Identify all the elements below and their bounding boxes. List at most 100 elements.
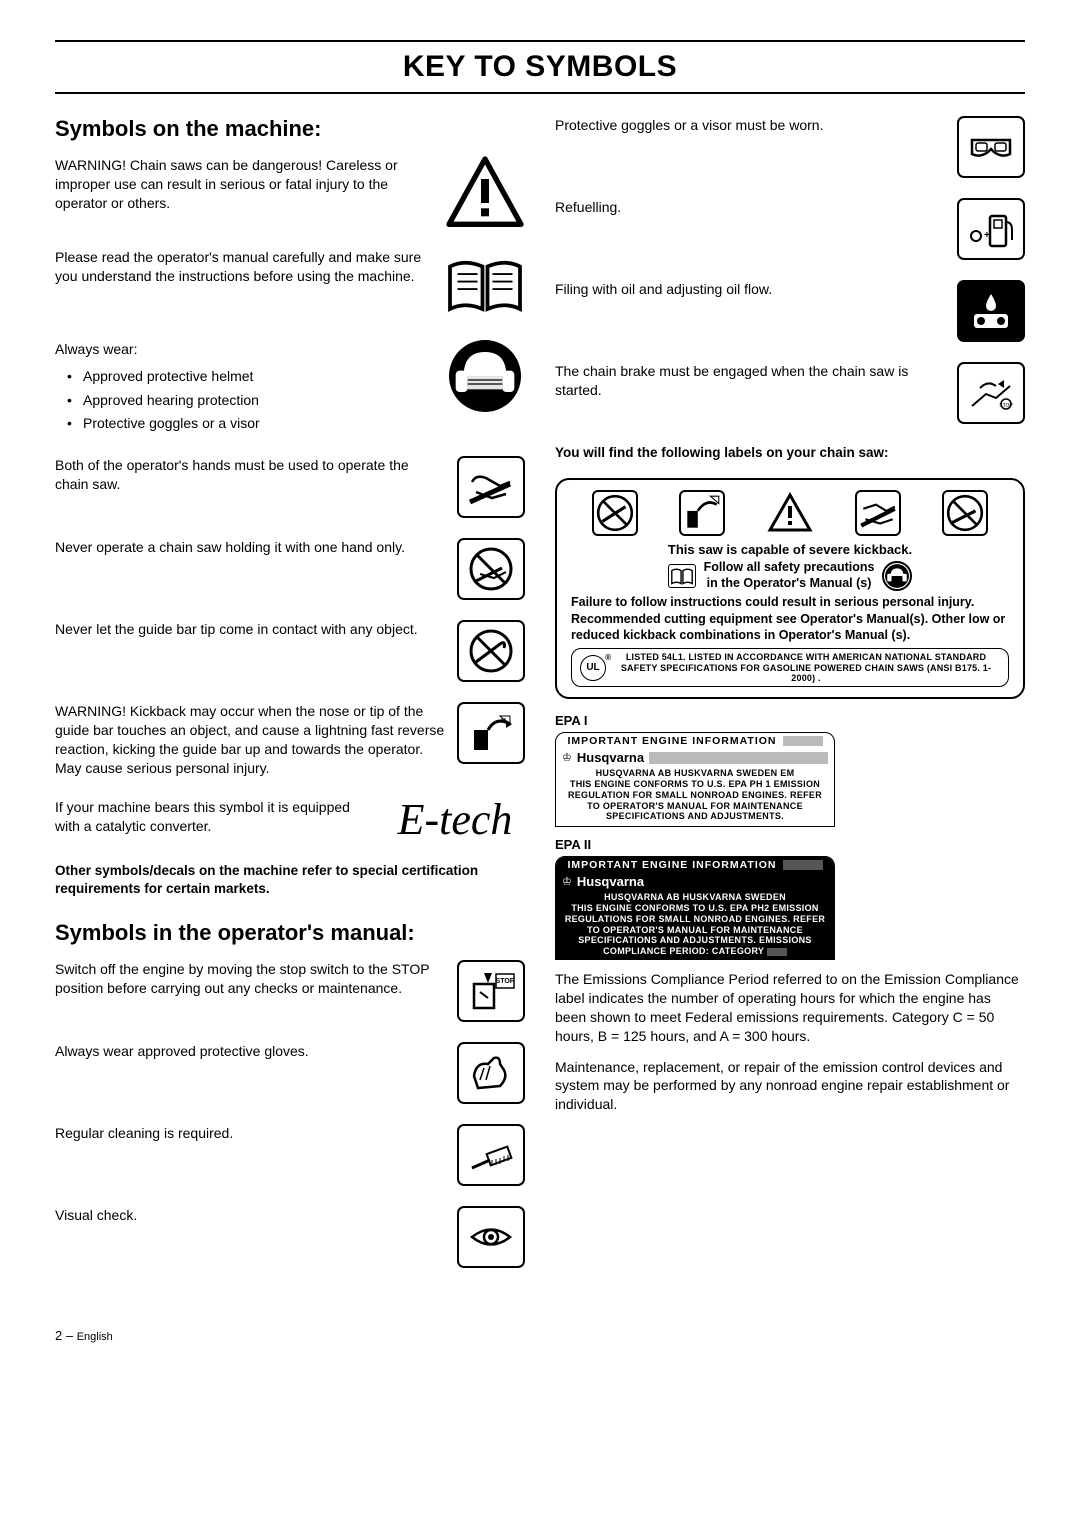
footer-page: 2 (55, 1328, 62, 1343)
epa2-body: HUSQVARNA AB HUSKVARNA SWEDEN THIS ENGIN… (556, 890, 834, 959)
text-warning: WARNING! Chain saws can be dangerous! Ca… (55, 156, 433, 213)
wear-item-goggles: Protective goggles or a visor (67, 412, 433, 436)
right-column: Protective goggles or a visor must be wo… (555, 116, 1025, 1288)
item-visual-check: Visual check. (55, 1206, 525, 1268)
item-brake: The chain brake must be engaged when the… (555, 362, 1025, 424)
mini-kickback-icon (679, 490, 725, 536)
no-one-hand-icon (457, 538, 525, 600)
emissions-para2: Maintenance, replacement, or repair of t… (555, 1058, 1025, 1115)
item-gloves: Always wear approved protective gloves. (55, 1042, 525, 1104)
page-title: KEY TO SYMBOLS (55, 40, 1025, 94)
page-footer: 2 – English (55, 1328, 1025, 1343)
mini-no-tip-icon (592, 490, 638, 536)
epa1-heading: EPA I (555, 713, 1025, 728)
label-listed-box: UL LISTED 54L1. LISTED IN ACCORDANCE WIT… (571, 648, 1009, 687)
mini-no-one-hand-icon (942, 490, 988, 536)
epa2-heading: EPA II (555, 837, 1025, 852)
item-goggles: Protective goggles or a visor must be wo… (555, 116, 1025, 178)
epa2-brand-row: ♔ Husqvarna (556, 873, 834, 890)
brush-icon (457, 1124, 525, 1186)
epa1-brand: Husqvarna (577, 750, 644, 765)
chain-brake-icon: STOP (957, 362, 1025, 424)
open-book-icon (445, 248, 525, 320)
text-goggles: Protective goggles or a visor must be wo… (555, 116, 945, 135)
text-refuelling: Refuelling. (555, 198, 945, 217)
left-column: Symbols on the machine: WARNING! Chain s… (55, 116, 525, 1288)
text-two-hands: Both of the operator's hands must be use… (55, 456, 445, 494)
item-switch-off: Switch off the engine by moving the stop… (55, 960, 525, 1022)
labels-intro: You will find the following labels on yo… (555, 444, 1025, 462)
svg-text:STOP: STOP (999, 403, 1013, 409)
two-column-layout: Symbols on the machine: WARNING! Chain s… (55, 116, 1025, 1288)
epa2-brand: Husqvarna (577, 874, 644, 889)
text-always-wear: Always wear: Approved protective helmet … (55, 340, 433, 436)
epa1-body: HUSQVARNA AB HUSKVARNA SWEDEN EM THIS EN… (556, 766, 834, 826)
text-oil: Filing with oil and adjusting oil flow. (555, 280, 945, 299)
heading-machine-symbols: Symbols on the machine: (55, 116, 525, 142)
warning-triangle-icon (445, 156, 525, 228)
label-kickback-text: This saw is capable of severe kickback. (571, 542, 1009, 557)
no-tip-contact-icon (457, 620, 525, 682)
eye-icon (457, 1206, 525, 1268)
cert-note: Other symbols/decals on the machine refe… (55, 862, 525, 898)
svg-text:+: + (984, 230, 990, 241)
mini-helmet-icon (882, 561, 912, 591)
text-one-hand: Never operate a chain saw holding it wit… (55, 538, 445, 557)
helmet-headset-icon (445, 340, 525, 412)
item-tip-contact: Never let the guide bar tip come in cont… (55, 620, 525, 682)
ul-icon: UL (580, 655, 606, 681)
item-two-hands: Both of the operator's hands must be use… (55, 456, 525, 518)
wear-item-helmet: Approved protective helmet (67, 365, 433, 389)
text-cleaning: Regular cleaning is required. (55, 1124, 445, 1143)
epa2-box: IMPORTANT ENGINE INFORMATION ♔Husqvarna … (555, 856, 835, 960)
item-one-hand: Never operate a chain saw holding it wit… (55, 538, 525, 600)
footer-lang: English (77, 1331, 113, 1343)
label-follow2: in the Operator's Manual (s) (704, 576, 875, 592)
item-oil: Filing with oil and adjusting oil flow. (555, 280, 1025, 342)
text-kickback: WARNING! Kickback may occur when the nos… (55, 702, 445, 778)
wear-list: Approved protective helmet Approved hear… (55, 365, 433, 436)
two-hands-icon (457, 456, 525, 518)
item-warning: WARNING! Chain saws can be dangerous! Ca… (55, 156, 525, 228)
text-tip-contact: Never let the guide bar tip come in cont… (55, 620, 445, 639)
item-always-wear: Always wear: Approved protective helmet … (55, 340, 525, 436)
label-mid-row: Follow all safety precautions in the Ope… (571, 560, 1009, 591)
text-etech: If your machine bears this symbol it is … (55, 798, 373, 836)
wear-item-hearing: Approved hearing protection (67, 389, 433, 413)
item-etech: If your machine bears this symbol it is … (55, 798, 525, 842)
crown-icon: ♔ (562, 875, 572, 888)
epa2-header: IMPORTANT ENGINE INFORMATION (556, 857, 834, 873)
mini-book-icon (668, 564, 696, 588)
svg-text:STOP: STOP (496, 978, 515, 985)
mini-warning-icon (767, 492, 813, 534)
item-kickback: WARNING! Kickback may occur when the nos… (55, 702, 525, 778)
label-icon-row (571, 490, 1009, 536)
epa1-box: IMPORTANT ENGINE INFORMATION ♔Husqvarna … (555, 732, 835, 827)
label-failure-text: Failure to follow instructions could res… (571, 594, 1009, 643)
oil-icon (957, 280, 1025, 342)
item-cleaning: Regular cleaning is required. (55, 1124, 525, 1186)
heading-manual-symbols: Symbols in the operator's manual: (55, 920, 525, 946)
item-refuelling: Refuelling. + (555, 198, 1025, 260)
text-brake: The chain brake must be engaged when the… (555, 362, 945, 400)
epa1-brand-row: ♔ Husqvarna (556, 749, 834, 766)
text-switch-off: Switch off the engine by moving the stop… (55, 960, 445, 998)
mini-two-hands-icon (855, 490, 901, 536)
epa1-header: IMPORTANT ENGINE INFORMATION (556, 733, 834, 749)
text-read-manual: Please read the operator's manual carefu… (55, 248, 433, 286)
goggles-icon (957, 116, 1025, 178)
gloves-icon (457, 1042, 525, 1104)
stop-switch-icon: STOP (457, 960, 525, 1022)
kickback-icon (457, 702, 525, 764)
crown-icon: ♔ (562, 751, 572, 764)
label-always-wear: Always wear: (55, 340, 433, 359)
text-gloves: Always wear approved protective gloves. (55, 1042, 445, 1061)
emissions-para1: The Emissions Compliance Period referred… (555, 970, 1025, 1046)
label-listed-text: LISTED 54L1. LISTED IN ACCORDANCE WITH A… (612, 652, 1000, 683)
etech-logo: E-tech (385, 798, 525, 842)
item-read-manual: Please read the operator's manual carefu… (55, 248, 525, 320)
text-visual: Visual check. (55, 1206, 445, 1225)
safety-label-box: This saw is capable of severe kickback. … (555, 478, 1025, 699)
label-follow1: Follow all safety precautions (704, 560, 875, 576)
fuel-pump-icon: + (957, 198, 1025, 260)
